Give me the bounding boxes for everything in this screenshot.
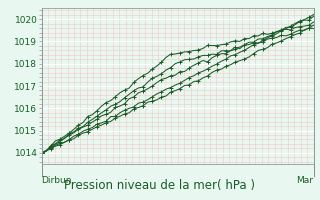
Text: Dirbun: Dirbun [42,176,72,185]
Text: Pression niveau de la mer( hPa ): Pression niveau de la mer( hPa ) [65,179,255,192]
Text: Mar: Mar [297,176,314,185]
